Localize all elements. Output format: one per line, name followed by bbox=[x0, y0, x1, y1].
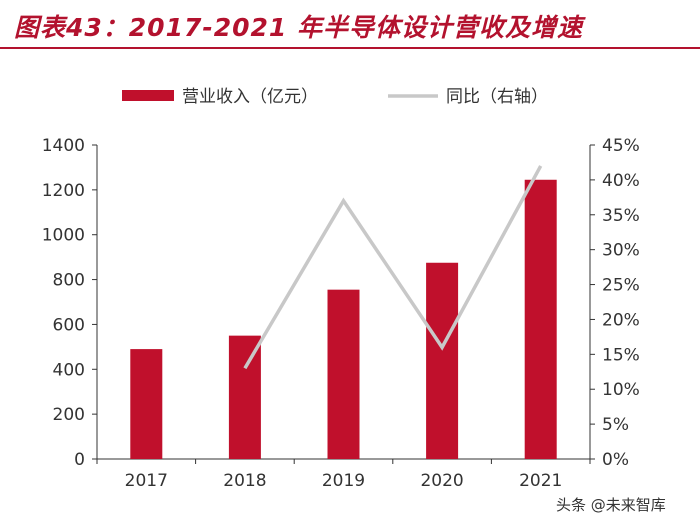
growth-line bbox=[243, 165, 543, 370]
x-tick-label: 2019 bbox=[322, 471, 365, 491]
x-tick-label: 2018 bbox=[223, 471, 266, 491]
axes: 0 200 400 600 800 1000 1200 1400 0% 5% 10% 15% 20% 25… bbox=[42, 136, 640, 491]
bar-2019 bbox=[327, 289, 360, 459]
legend-bar-swatch bbox=[122, 90, 174, 101]
watermark: 头条 @未来智库 bbox=[556, 496, 666, 514]
left-tick-label: 0 bbox=[74, 450, 85, 470]
legend-line-label: 同比（右轴） bbox=[446, 87, 548, 107]
left-tick-label: 1200 bbox=[42, 181, 85, 201]
left-tick-label: 1400 bbox=[42, 136, 85, 156]
left-tick-label: 200 bbox=[53, 405, 85, 425]
left-tick-label: 600 bbox=[53, 315, 85, 335]
left-tick-label: 800 bbox=[53, 271, 85, 291]
x-tick-label: 2021 bbox=[519, 471, 562, 491]
legend-bar-label: 营业收入（亿元） bbox=[182, 87, 318, 107]
right-tick-label: 45% bbox=[602, 136, 640, 156]
left-tick-label: 1000 bbox=[42, 226, 85, 246]
right-tick-label: 30% bbox=[602, 241, 640, 261]
right-tick-label: 35% bbox=[602, 206, 640, 226]
x-tick-label: 2020 bbox=[420, 471, 463, 491]
bar-2017 bbox=[130, 349, 163, 459]
title-underline bbox=[0, 47, 700, 49]
bar-2021 bbox=[524, 179, 557, 459]
page-title: 图表43：2017-2021 年半导体设计营收及增速 bbox=[14, 13, 584, 42]
x-tick-label: 2017 bbox=[125, 471, 168, 491]
right-tick-label: 0% bbox=[602, 450, 629, 470]
right-tick-label: 25% bbox=[602, 276, 640, 296]
legend: 营业收入（亿元） 同比（右轴） bbox=[122, 87, 548, 107]
bar-2018 bbox=[228, 335, 261, 459]
title-bar: 图表43：2017-2021 年半导体设计营收及增速 bbox=[0, 0, 700, 50]
line-series bbox=[243, 165, 543, 370]
right-tick-label: 10% bbox=[602, 380, 640, 400]
left-tick-label: 400 bbox=[53, 360, 85, 380]
bar-series bbox=[130, 179, 557, 459]
right-tick-label: 15% bbox=[602, 345, 640, 365]
bar-2020 bbox=[426, 262, 459, 459]
right-tick-label: 5% bbox=[602, 415, 629, 435]
right-tick-label: 40% bbox=[602, 171, 640, 191]
right-tick-label: 20% bbox=[602, 310, 640, 330]
